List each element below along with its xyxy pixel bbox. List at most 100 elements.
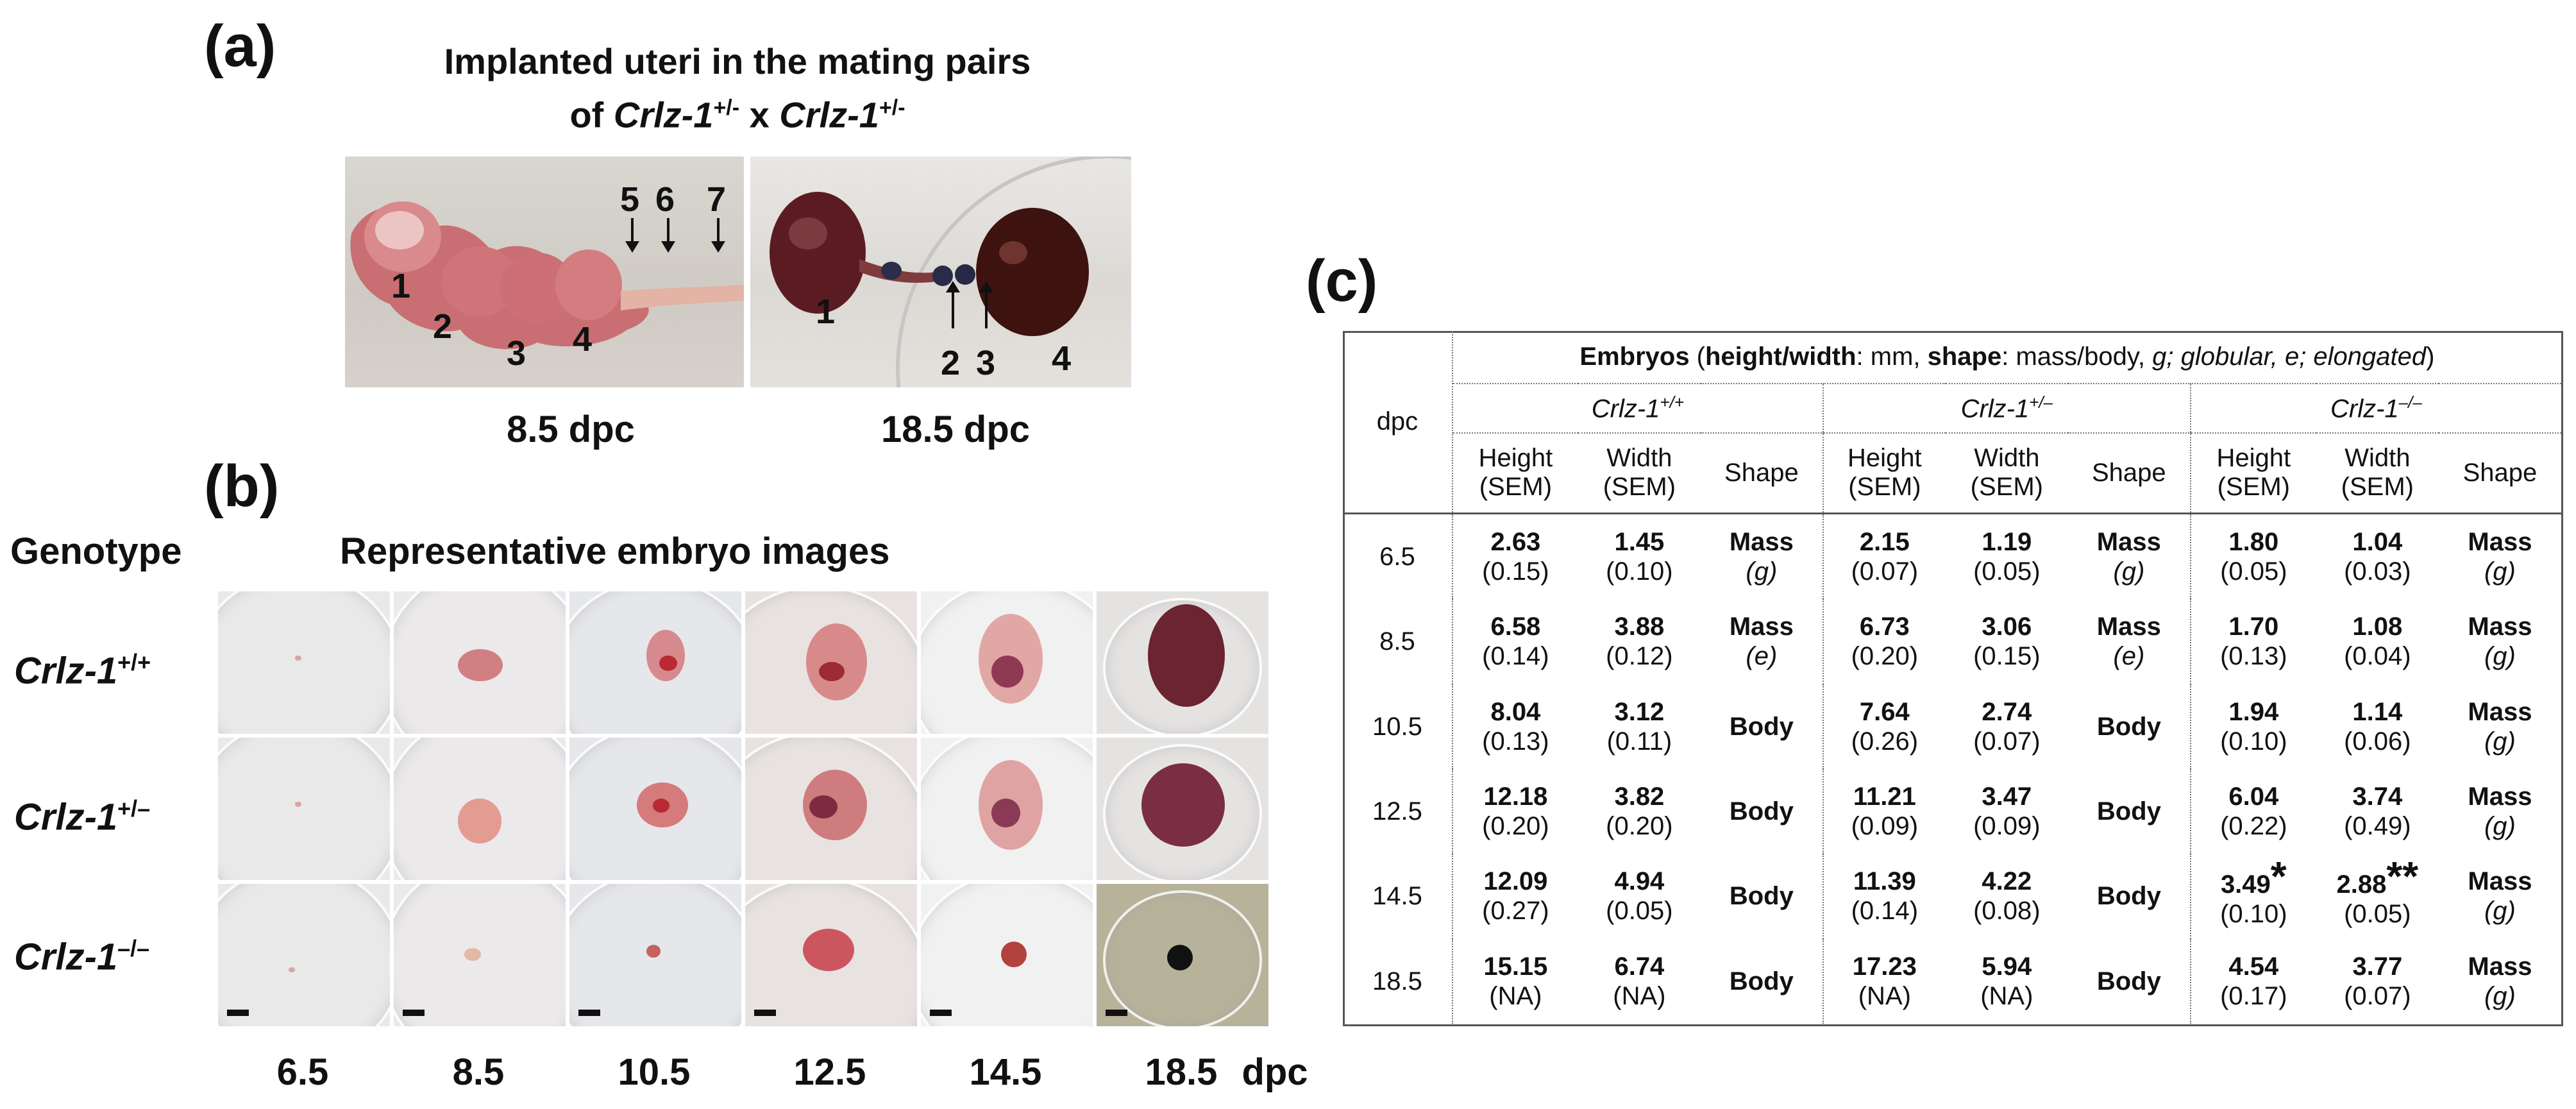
width-cell: 1.45 (0.10)	[1606, 528, 1673, 586]
genotype-label-het: Crlz-1+/–	[14, 795, 150, 838]
genotype-col-wt: Crlz-1+/+	[1452, 383, 1823, 434]
row-dpc: 10.5	[1343, 684, 1453, 769]
dpc-label: 8.5	[452, 1051, 505, 1093]
width-cell: 6.74 (NA)	[1613, 952, 1666, 1010]
genotype-label-ko: Crlz-1–/–	[14, 935, 149, 978]
table-row: 14.5 12.09 (0.27) 4.94 (0.05) Body 11.39 (0.14)…	[1343, 854, 2561, 939]
table-title-shape: shape	[1927, 342, 2002, 371]
width-cell: 3.06 (0.15)	[1973, 613, 2041, 671]
height-cell: 12.09 (0.27)	[1482, 867, 1549, 926]
height-cell: 11.21 (0.09)	[1822, 768, 1946, 854]
shape-cell: Body	[1729, 712, 1794, 741]
genotype-col-ko: Crlz-1–/–	[2189, 383, 2561, 434]
width-cell: 1.19 (0.05)	[1973, 528, 2041, 586]
uterus-photo-18-5dpc	[750, 157, 1131, 387]
height-cell: 15.15 (NA)	[1483, 952, 1548, 1010]
col-width-header: Width (SEM)	[2316, 432, 2439, 514]
uterus-left-number-3: 3	[507, 334, 526, 373]
row-dpc: 14.5	[1343, 854, 1453, 939]
uterus-left-number-5: 5	[620, 180, 640, 219]
height-cell: 7.64 (0.26)	[1822, 684, 1946, 769]
panel-a-label: (a)	[204, 13, 276, 79]
table-title-paren-close: )	[2426, 342, 2435, 371]
table-row: 10.5 8.04 (0.13) 3.12 (0.11) Body 7.64 (0.26) 2.…	[1343, 684, 2561, 769]
embryo-image-grid	[217, 590, 1270, 1028]
shape-cell: Mass (g)	[2096, 528, 2161, 586]
row-dpc: 18.5	[1343, 938, 1453, 1024]
genotype-sup: +/–	[117, 795, 151, 822]
table-title-hw: height/width	[1705, 342, 1856, 371]
col-shape-header: Shape	[2438, 432, 2561, 514]
dpc-label: 10.5	[618, 1051, 691, 1093]
shape-cell: Body	[2096, 967, 2161, 995]
embryo-image	[217, 883, 391, 1028]
col-height-header: Height (SEM)	[1452, 432, 1578, 514]
shape-cell: Mass (g)	[2468, 867, 2532, 926]
height-cell: 2.15 (0.07)	[1822, 513, 1946, 600]
shape-cell: Mass (g)	[2468, 952, 2532, 1010]
width-cell: 2.74 (0.07)	[1973, 697, 2041, 756]
embryo-image	[217, 736, 391, 881]
height-cell: 6.58 (0.14)	[1482, 613, 1549, 671]
uterus-left-number-7: 7	[707, 180, 727, 219]
panel-b-label: (b)	[204, 453, 280, 519]
uterus-left-number-2: 2	[433, 307, 453, 346]
arrow-2-icon	[946, 281, 960, 328]
shape-cell: Mass (e)	[1729, 613, 1794, 671]
width-cell: 1.04 (0.03)	[2344, 528, 2411, 586]
shape-cell: Mass (g)	[2468, 697, 2532, 756]
table-title-paren: (	[1689, 342, 1705, 371]
height-cell: 3.49* (0.10)	[2189, 854, 2316, 939]
embryo-image	[568, 590, 743, 735]
embryo-image	[392, 883, 567, 1028]
table-row: 6.5 2.63 (0.15) 1.45 (0.10) Mass (g) 2.15 (0.07)…	[1343, 513, 2561, 600]
title-gene2: Crlz-1	[779, 94, 879, 135]
height-cell: 4.54 (0.17)	[2189, 938, 2316, 1024]
width-cell: 3.77 (0.07)	[2344, 952, 2411, 1010]
shape-cell: Mass (g)	[2468, 783, 2532, 841]
panel-a-title: Implanted uteri in the mating pairs of C…	[359, 38, 1116, 139]
uterus-right-number-3: 3	[976, 344, 996, 382]
embryo-image	[392, 590, 567, 735]
embryo-image	[392, 736, 567, 881]
table-title-hw-text: : mm,	[1856, 342, 1928, 371]
dpc-label: 6.5	[276, 1051, 329, 1093]
height-cell: 11.39 (0.14)	[1822, 854, 1946, 939]
height-cell: 12.18 (0.20)	[1482, 783, 1549, 841]
col-height-header: Height (SEM)	[2189, 432, 2316, 514]
embryo-image	[744, 590, 918, 735]
panel-a-title-line2: of Crlz-1+/- x Crlz-1+/-	[359, 85, 1116, 139]
uterus-right-number-2: 2	[941, 344, 961, 382]
embryo-image	[568, 883, 743, 1028]
row-dpc: 8.5	[1343, 599, 1453, 684]
images-header: Representative embryo images	[340, 530, 890, 572]
genotype-sup: +/+	[117, 649, 151, 675]
uterus-left-number-1: 1	[391, 267, 411, 305]
arrow-3-icon	[979, 281, 993, 328]
height-cell: 1.70 (0.13)	[2189, 599, 2316, 684]
uterus-right-number-1: 1	[816, 292, 836, 331]
title-prefix: of	[569, 94, 614, 135]
uterus-drawing-8-5dpc	[350, 201, 744, 350]
height-cell: 8.04 (0.13)	[1482, 697, 1549, 756]
embryo-image	[744, 883, 918, 1028]
uterus-drawing-18-5dpc	[770, 157, 1131, 387]
col-width-header: Width (SEM)	[1578, 432, 1701, 514]
table-title-legend: g; globular, e; elongated	[2152, 342, 2427, 371]
width-cell: 1.08 (0.04)	[2344, 613, 2411, 671]
arrow-5-icon	[625, 218, 639, 253]
embryo-image	[568, 736, 743, 881]
genotype-header: Genotype	[10, 530, 182, 572]
uterus-right-number-4: 4	[1052, 339, 1072, 378]
col-width-header: Width (SEM)	[1945, 432, 2068, 514]
title-cross: x	[739, 94, 780, 135]
embryo-image	[217, 590, 391, 735]
row-dpc: 12.5	[1343, 768, 1453, 854]
panel-c-label: (c)	[1306, 248, 1378, 314]
width-cell: 3.74 (0.49)	[2344, 783, 2411, 841]
embryo-measurement-table: dpc Embryos (height/width: mm, shape: ma…	[1343, 331, 2561, 1024]
title-gene1: Crlz-1	[613, 94, 714, 135]
genotype-sup: –/–	[117, 935, 150, 961]
width-cell: 1.14 (0.06)	[2344, 697, 2411, 756]
height-cell: 6.04 (0.22)	[2189, 768, 2316, 854]
